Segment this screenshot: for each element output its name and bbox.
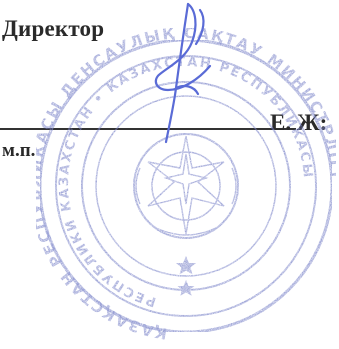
svg-text:РЕСПУБЛИКИ КАЗАХСТАН • КАЗАХСТ: РЕСПУБЛИКИ КАЗАХСТАН • КАЗАХСТАН РЕСПУБЛ… [57, 55, 315, 309]
signature-line [0, 128, 296, 130]
position-label: Директор [2, 16, 105, 41]
signatory-name: Е. Ж: [270, 110, 328, 135]
svg-text:ҚАЗАҚСТАН РЕСПУБЛИКАСЫ ДЕНСАУЛ: ҚАЗАҚСТАН РЕСПУБЛИКАСЫ ДЕНСАУЛЫҚ САҚТАУ … [36, 28, 336, 343]
seal-place-label: м.п. [2, 140, 36, 161]
official-seal-stamp: ҚАЗАҚСТАН РЕСПУБЛИКАСЫ ДЕНСАУЛЫҚ САҚТАУ … [36, 28, 336, 343]
